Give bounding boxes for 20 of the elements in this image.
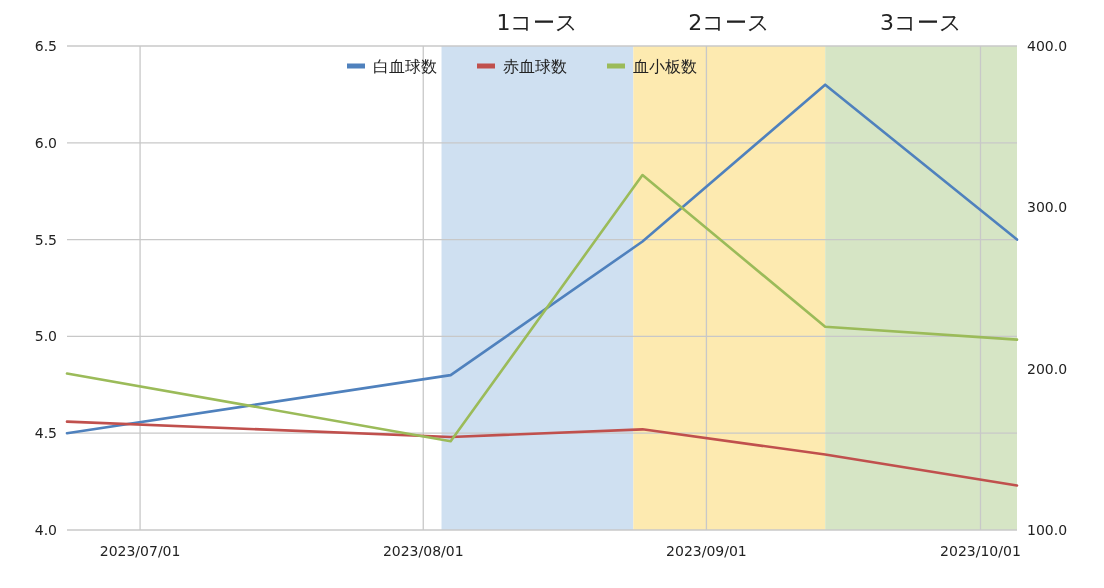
x-tick-label: 2023/09/01 <box>666 543 747 559</box>
y-tick-label: 4.5 <box>34 425 57 442</box>
y-tick-label: 6.5 <box>34 38 57 54</box>
y2-tick-label: 100.0 <box>1027 522 1068 538</box>
band-label: 1コース <box>496 10 579 35</box>
legend-label: 白血球数 <box>373 57 437 76</box>
y2-tick-label: 200.0 <box>1027 360 1068 377</box>
legend-label: 赤血球数 <box>503 57 567 76</box>
y-tick-label: 6.0 <box>34 134 57 151</box>
y2-tick-label: 300.0 <box>1027 199 1068 216</box>
y2-tick-label: 400.0 <box>1027 38 1068 54</box>
legend-label: 血小板数 <box>633 57 697 76</box>
band-label: 2コース <box>688 10 771 35</box>
x-tick-label: 2023/10/01 <box>940 543 1021 559</box>
x-tick-label: 2023/07/01 <box>99 543 181 559</box>
y-tick-label: 4.0 <box>34 522 57 538</box>
band-label: 3コース <box>880 10 963 35</box>
y-tick-label: 5.0 <box>34 328 57 345</box>
y-tick-label: 5.5 <box>34 231 57 248</box>
x-tick-label: 2023/08/01 <box>382 543 464 559</box>
